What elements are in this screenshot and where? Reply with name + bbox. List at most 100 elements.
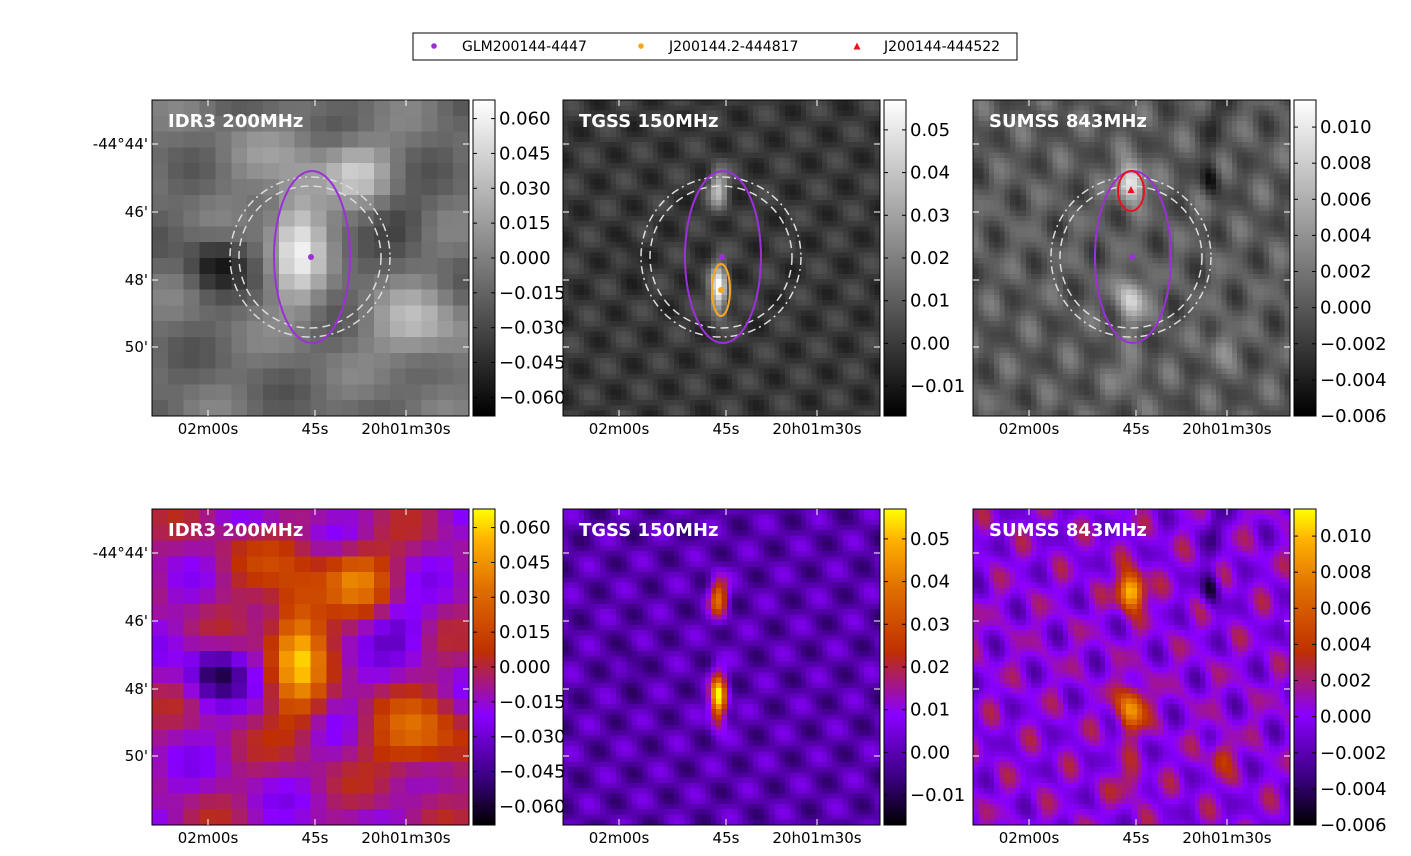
colorbar-tick-label: 0.015 — [499, 622, 551, 643]
x-tick-label: 20h01m30s — [772, 420, 861, 438]
colorbar-tick-label: −0.004 — [1320, 370, 1387, 391]
colorbar-tick-label: 0.05 — [910, 120, 950, 141]
colorbar-tick-label: 0.002 — [1320, 262, 1372, 283]
colorbar-tick-label: 0.030 — [499, 587, 551, 608]
colorbar-tick-label: −0.006 — [1320, 815, 1387, 836]
colorbar-tick-label: 0.01 — [910, 291, 950, 312]
colorbar-tick-label: 0.008 — [1320, 562, 1372, 583]
colorbar-tick-label: 0.00 — [910, 742, 950, 763]
legend-marker-glm — [431, 43, 437, 49]
colorbar-tick-label: 0.03 — [910, 205, 950, 226]
colorbar-tick-label: 0.004 — [1320, 225, 1372, 246]
colorbar-tick-label: 0.030 — [499, 178, 551, 199]
colorbar-tick-label: 0.04 — [910, 163, 950, 184]
x-tick-label: 45s — [713, 420, 740, 438]
colorbar-tick-label: 0.02 — [910, 248, 950, 269]
colorbar-tick-label: 0.045 — [499, 143, 551, 164]
x-tick-label: 02m00s — [589, 420, 650, 438]
panel-title: SUMSS 843MHz — [989, 111, 1147, 132]
panel-bottom-left: 02m00s 45s 20h01m30s -44°44' 46' 48' 50' IDR3 2… — [93, 509, 566, 847]
glm-marker — [308, 254, 314, 260]
y-tick-label: 46' — [125, 203, 148, 221]
panel-top-center: 02m00s 45s 20h01m30s TGSS 150MHz 0.05 0.04 0.0… — [563, 100, 965, 438]
colorbar-tick-label: −0.002 — [1320, 743, 1387, 764]
x-tick-label: 02m00s — [999, 420, 1060, 438]
colorbar-tick-label: 0.01 — [910, 700, 950, 721]
glm-marker — [719, 254, 725, 260]
y-tick-label: 50' — [125, 338, 148, 356]
colorbar-tick-label: 0.045 — [499, 552, 551, 573]
legend-label-glm: GLM200144-4447 — [462, 39, 587, 55]
x-tick-label: 20h01m30s — [361, 829, 450, 847]
tgss-source-marker — [718, 287, 724, 293]
colorbar-tick-label: 0.002 — [1320, 671, 1372, 692]
colorbar-tick-label: −0.060 — [499, 796, 566, 817]
heatmap-image — [563, 509, 881, 826]
x-tick-label: 45s — [713, 829, 740, 847]
legend-marker-tgss — [638, 43, 644, 49]
x-tick-label: 02m00s — [178, 420, 239, 438]
colorbar-tick-label: −0.015 — [499, 692, 566, 713]
y-tick-label: -44°44' — [93, 544, 148, 562]
x-tick-label: 45s — [1123, 420, 1150, 438]
colorbar-tick-label: −0.004 — [1320, 779, 1387, 800]
colorbar-tick-label: 0.000 — [1320, 707, 1372, 728]
colorbar-tick-label: 0.05 — [910, 529, 950, 550]
x-tick-label: 20h01m30s — [1182, 420, 1271, 438]
colorbar-tick-label: −0.006 — [1320, 406, 1387, 427]
colorbar-tick-label: −0.030 — [499, 318, 566, 339]
panel-top-right: 02m00s 45s 20h01m30s SUMSS 843MHz 0.010 0.008… — [973, 100, 1387, 438]
x-tick-label: 20h01m30s — [772, 829, 861, 847]
y-tick-label: 48' — [125, 271, 148, 289]
colorbar — [1294, 100, 1316, 416]
y-tick-label: 48' — [125, 680, 148, 698]
y-tick-label: 50' — [125, 747, 148, 765]
heatmap-image — [152, 509, 470, 826]
colorbar-tick-label: 0.04 — [910, 572, 950, 593]
colorbar-tick-label: −0.045 — [499, 762, 566, 783]
colorbar-tick-label: 0.006 — [1320, 598, 1372, 619]
colorbar-tick-label: 0.010 — [1320, 117, 1372, 138]
colorbar-tick-label: −0.060 — [499, 387, 566, 408]
colorbar-tick-label: 0.000 — [499, 657, 551, 678]
colorbar-tick-label: 0.000 — [499, 248, 551, 269]
legend: GLM200144-4447 J200144.2-444817 J200144-… — [413, 33, 1017, 60]
panel-title: TGSS 150MHz — [579, 111, 718, 132]
colorbar-tick-label: 0.004 — [1320, 634, 1372, 655]
colorbar-tick-label: 0.00 — [910, 333, 950, 354]
panel-title: IDR3 200MHz — [168, 520, 303, 541]
colorbar-tick-label: 0.006 — [1320, 189, 1372, 210]
colorbar-tick-label: 0.03 — [910, 614, 950, 635]
x-tick-label: 02m00s — [589, 829, 650, 847]
colorbar-tick-label: 0.010 — [1320, 526, 1372, 547]
x-tick-label: 45s — [302, 829, 329, 847]
colorbar-tick-label: 0.008 — [1320, 153, 1372, 174]
y-tick-label: -44°44' — [93, 135, 148, 153]
x-tick-label: 02m00s — [178, 829, 239, 847]
colorbar-tick-label: −0.015 — [499, 283, 566, 304]
x-tick-label: 02m00s — [999, 829, 1060, 847]
colorbar-tick-label: −0.01 — [910, 376, 965, 397]
x-tick-label: 45s — [302, 420, 329, 438]
colorbar — [1294, 509, 1316, 825]
colorbar-tick-label: −0.01 — [910, 785, 965, 806]
y-tick-label: 46' — [125, 612, 148, 630]
colorbar-tick-label: 0.02 — [910, 657, 950, 678]
colorbar-tick-label: −0.045 — [499, 353, 566, 374]
glm-marker — [1129, 254, 1135, 260]
x-tick-label: 45s — [1123, 829, 1150, 847]
colorbar-tick-label: −0.030 — [499, 727, 566, 748]
x-tick-label: 20h01m30s — [1182, 829, 1271, 847]
legend-label-sumss: J200144-444522 — [883, 39, 1000, 55]
colorbar-tick-label: 0.060 — [499, 109, 551, 130]
colorbar-tick-label: 0.015 — [499, 213, 551, 234]
panel-title: TGSS 150MHz — [579, 520, 718, 541]
panel-title: IDR3 200MHz — [168, 111, 303, 132]
panel-bottom-center: 02m00s 45s 20h01m30s TGSS 150MHz 0.05 0.04 0.0… — [563, 509, 965, 847]
colorbar-tick-label: −0.002 — [1320, 334, 1387, 355]
colorbar-tick-label: 0.000 — [1320, 298, 1372, 319]
heatmap-image — [973, 509, 1291, 826]
panel-top-left: 02m00s 45s 20h01m30s-44°44'46'48'50'IDR3 2… — [93, 100, 566, 438]
